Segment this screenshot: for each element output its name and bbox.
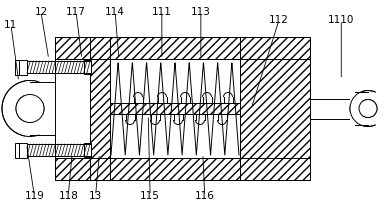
Bar [84, 60, 91, 74]
Text: 114: 114 [105, 7, 125, 17]
Circle shape [16, 95, 44, 123]
Bar [55, 158, 310, 180]
Text: 118: 118 [58, 191, 78, 201]
Bar [90, 37, 110, 180]
Bar [55, 37, 310, 59]
Text: 119: 119 [25, 191, 44, 201]
Text: 112: 112 [269, 15, 289, 25]
Bar [55, 59, 240, 158]
Text: 113: 113 [191, 7, 211, 17]
Bar [240, 37, 310, 180]
Bar [350, 91, 362, 126]
Text: 1110: 1110 [328, 15, 355, 25]
Circle shape [16, 95, 44, 123]
Bar [110, 103, 240, 114]
Text: 12: 12 [34, 7, 48, 17]
Bar [310, 98, 355, 118]
Text: 116: 116 [195, 191, 215, 201]
Text: 115: 115 [140, 191, 160, 201]
Bar [15, 143, 27, 158]
Text: 13: 13 [89, 191, 102, 201]
Text: 111: 111 [152, 7, 172, 17]
Text: 117: 117 [66, 7, 86, 17]
Bar [15, 60, 27, 75]
Circle shape [359, 100, 377, 118]
Bar [55, 37, 310, 180]
Bar [84, 143, 91, 157]
Circle shape [359, 100, 377, 118]
Bar [25, 80, 43, 137]
Text: 11: 11 [4, 20, 18, 30]
